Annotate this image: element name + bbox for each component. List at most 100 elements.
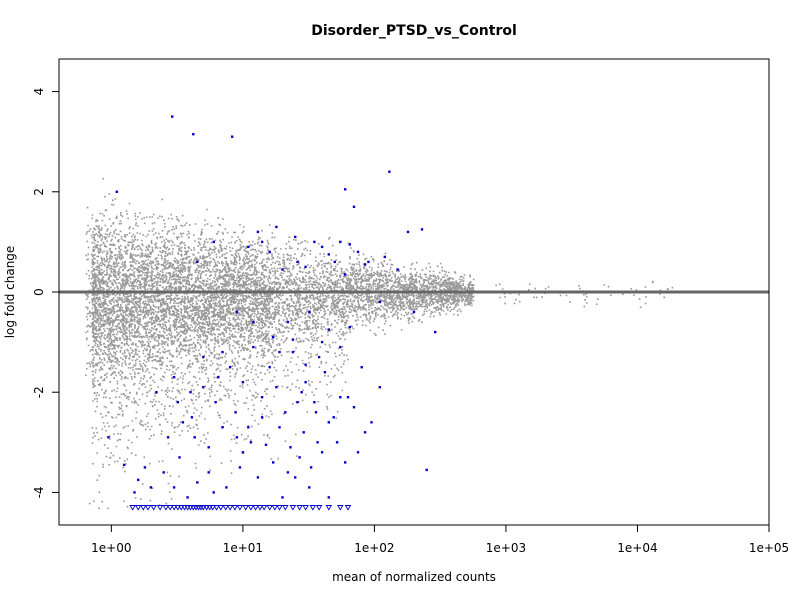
significant-point [149, 486, 153, 489]
significant-point [107, 436, 110, 439]
significant-points [107, 115, 437, 499]
clipped-point-marker [256, 505, 264, 511]
significant-point [356, 451, 360, 454]
clipped-point-marker [296, 505, 303, 511]
significant-point [323, 371, 327, 374]
clipped-point-marker [217, 505, 225, 511]
significant-point [298, 456, 301, 459]
y-tick-label: 2 [32, 188, 46, 196]
significant-point [317, 355, 321, 359]
significant-point [294, 235, 297, 239]
significant-point [300, 391, 303, 394]
significant-point [314, 411, 318, 414]
significant-point [231, 135, 234, 138]
significant-point [166, 436, 170, 439]
significant-point [304, 381, 307, 384]
significant-point [327, 496, 330, 499]
significant-point [348, 325, 351, 329]
significant-point [352, 406, 356, 409]
y-axis: -4 -2 0 2 4 [32, 88, 60, 498]
clipped-point-marker [144, 505, 152, 511]
significant-point [202, 355, 205, 359]
significant-point [333, 260, 336, 264]
significant-point [420, 228, 424, 231]
significant-point [313, 240, 316, 244]
clipped-point-marker [177, 505, 185, 511]
significant-point [296, 401, 299, 404]
significant-point [378, 300, 381, 304]
clipped-point-marker [266, 505, 273, 511]
x-tick-label: 1e+03 [486, 541, 526, 555]
clipped-point-marker [181, 505, 188, 511]
significant-point [212, 240, 215, 244]
significant-point [171, 115, 174, 118]
significant-point [221, 350, 224, 354]
significant-point [425, 468, 428, 472]
significant-point [190, 416, 194, 419]
y-tick-label: -2 [32, 386, 46, 398]
significant-point [304, 265, 307, 269]
significant-point [241, 381, 245, 384]
significant-point [348, 243, 351, 246]
clipped-point-marker [242, 505, 249, 511]
significant-point [316, 441, 319, 444]
clipped-point-marker [134, 505, 142, 511]
clipped-point-marker [309, 505, 317, 511]
significant-point [238, 466, 242, 469]
significant-point [264, 443, 268, 446]
significant-point [176, 401, 179, 404]
significant-point [327, 328, 330, 331]
clipped-point-marker [276, 505, 283, 511]
significant-point [344, 273, 347, 276]
significant-point [172, 486, 176, 489]
significant-point [363, 263, 367, 266]
significant-point [225, 486, 228, 489]
y-tick-label: 0 [32, 288, 46, 296]
clipped-point-marker [315, 505, 323, 511]
significant-point [278, 350, 281, 354]
significant-point [196, 481, 199, 484]
significant-point [137, 478, 140, 482]
clipped-point-marker [337, 505, 344, 511]
significant-point [363, 431, 367, 434]
significant-point [249, 441, 253, 444]
y-tick-label: -4 [32, 486, 46, 498]
y-axis-label: log fold change [3, 246, 17, 339]
significant-point [252, 320, 255, 324]
clipped-point-marker [252, 505, 259, 511]
significant-point [172, 376, 176, 379]
significant-point [344, 188, 347, 191]
significant-point [256, 476, 260, 479]
significant-point [327, 421, 330, 424]
significant-point [320, 340, 324, 344]
significant-point [247, 426, 250, 429]
significant-point [214, 401, 217, 404]
clipped-point-marker [140, 505, 147, 511]
significant-point [207, 446, 210, 449]
significant-point [260, 240, 264, 244]
significant-point [406, 230, 410, 234]
y-tick-label: 4 [32, 88, 46, 96]
clipped-point-marker [222, 505, 229, 511]
significant-point [367, 260, 370, 264]
significant-point [308, 310, 311, 314]
significant-point [396, 268, 399, 271]
significant-point [202, 386, 205, 389]
significant-point [252, 345, 255, 349]
x-tick-label: 1e+04 [617, 541, 657, 555]
significant-point [412, 310, 416, 314]
significant-point [133, 491, 136, 494]
clipped-point-marker [289, 505, 297, 511]
clipped-point-marker [282, 505, 289, 511]
significant-point [286, 471, 290, 474]
significant-point [296, 260, 299, 264]
significant-point [309, 466, 313, 469]
x-tick-label: 1e+01 [223, 541, 263, 555]
significant-point [284, 411, 287, 414]
significant-point [388, 170, 391, 173]
clipped-point-marker [156, 505, 164, 511]
significant-point [332, 416, 335, 419]
significant-point [278, 426, 281, 429]
significant-point [313, 401, 316, 404]
